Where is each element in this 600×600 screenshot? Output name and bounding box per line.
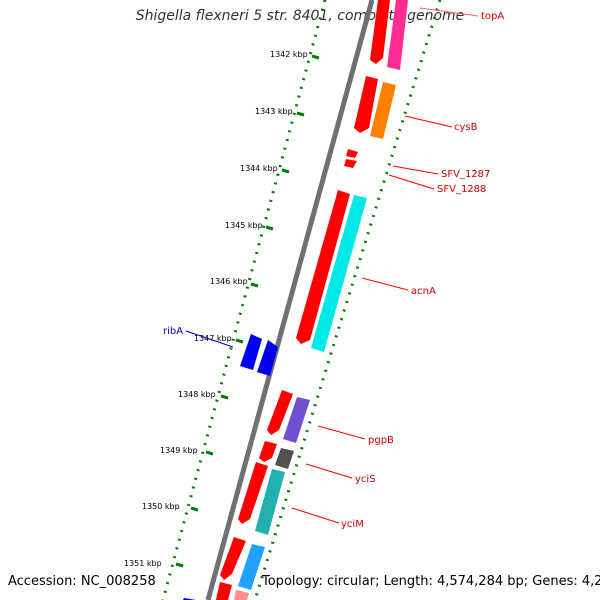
scale-label: 1349 kbp: [160, 446, 198, 455]
scale-tick: [190, 506, 199, 512]
cds-track: [216, 0, 390, 600]
gene-cds: [238, 462, 268, 524]
gene-label-sfv1287: SFV_1287: [441, 169, 490, 180]
gene-cds: [354, 76, 378, 133]
gene-label-ribA: ribA: [163, 326, 183, 337]
scale-ticks: [175, 54, 320, 568]
gene-label-yciM: yciM: [341, 519, 364, 530]
scale-label: 1347 kbp: [194, 334, 232, 343]
scale-label: 1345 kbp: [225, 221, 263, 230]
scale-tick: [205, 450, 214, 456]
feature-track: [234, 0, 408, 600]
gene-feature-yciS: [275, 448, 294, 469]
gene-cds: [259, 441, 277, 462]
gene-feature-acnA: [311, 195, 367, 352]
scale-label: 1342 kbp: [270, 50, 308, 59]
gene-cds: [216, 582, 232, 600]
gene-label-cysB: cysB: [454, 122, 478, 133]
gene-feature-pgpB: [283, 397, 310, 443]
gene-label-topA: topA: [481, 11, 504, 22]
scale-tick: [175, 562, 184, 568]
gene-cds: [267, 390, 293, 435]
genome-backbone: [205, 0, 375, 600]
gene-label-sfv1288: SFV_1288: [437, 184, 486, 195]
gene-cds: [370, 0, 390, 64]
genome-summary-text: Topology: circular; Length: 4,574,284 bp…: [262, 574, 600, 589]
scale-tick: [281, 168, 290, 174]
scale-label: 1350 kbp: [142, 502, 180, 511]
gene-feature-cysB: [370, 82, 396, 139]
scale-tick: [250, 282, 259, 288]
gene-ribA: [240, 334, 262, 370]
scale-label: 1346 kbp: [210, 277, 248, 286]
leader-line: [392, 165, 439, 175]
gene-feature-yciM: [255, 469, 285, 535]
gene-feature: [238, 544, 265, 590]
gene-cds: [296, 190, 350, 344]
leader-line: [185, 330, 234, 348]
gene-cds: [220, 537, 246, 580]
scale-label: 1343 kbp: [255, 107, 293, 116]
scale-tick: [311, 54, 320, 60]
gene-feature-topA: [387, 0, 408, 70]
leader-line: [361, 277, 409, 291]
scale-label: 1351 kbp: [124, 559, 162, 568]
scale-tick: [265, 225, 274, 231]
track-guide: [253, 0, 442, 600]
leader-line: [404, 115, 453, 128]
gene-reverse: [257, 340, 278, 376]
scale-label: 1344 kbp: [240, 164, 278, 173]
leader-line: [419, 7, 479, 17]
leader-line: [388, 174, 435, 190]
leader-line: [317, 425, 366, 440]
scale-tick: [235, 338, 244, 344]
leader-line: [305, 463, 353, 479]
scale-tick: [220, 394, 229, 400]
accession-text: Accession: NC_008258: [8, 574, 156, 589]
scale-tick: [296, 111, 305, 117]
gene-feature: [234, 590, 249, 600]
gene-label-yciS: yciS: [355, 474, 376, 485]
scale-label: 1348 kbp: [178, 390, 216, 399]
leader-line: [291, 507, 340, 524]
gene-cds: [346, 149, 358, 158]
gene-label-pgpB: pgpB: [368, 435, 394, 446]
gene-cds: [344, 159, 357, 168]
gene-label-acnA: acnA: [411, 286, 436, 297]
